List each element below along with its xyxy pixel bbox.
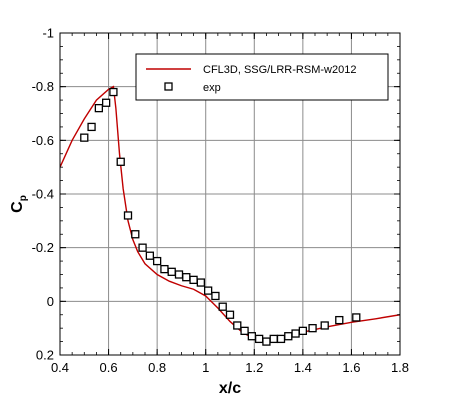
legend-box [135, 53, 389, 101]
x-axis-label: x/c [219, 380, 241, 397]
y-axis-label: Cp [9, 195, 29, 213]
legend-marker-label: exp [203, 82, 221, 94]
exp-data-point [352, 313, 361, 322]
exp-data-point [291, 329, 300, 338]
x-tick-label: 0.4 [51, 360, 69, 375]
y-tick-label: 0 [47, 294, 54, 309]
y-tick-label: -0.4 [32, 187, 54, 202]
exp-data-point [218, 302, 227, 311]
exp-data-point [298, 326, 308, 336]
x-tick-label: 1.4 [294, 360, 312, 375]
exp-data-point [167, 267, 176, 276]
y-tick-label: 0.2 [36, 348, 54, 363]
x-tick-label: 1 [202, 360, 209, 375]
y-axis-label-subscript: p [18, 195, 29, 201]
exp-data-point [131, 230, 140, 239]
x-tick-label: 1.6 [342, 360, 360, 375]
exp-data-point [203, 286, 213, 295]
y-tick-label: -1 [42, 26, 54, 41]
exp-data-point [196, 278, 206, 287]
exp-data-point [182, 273, 191, 282]
y-tick-label: -0.6 [32, 133, 54, 148]
exp-data-point [94, 103, 104, 113]
exp-data-point [247, 332, 257, 341]
exp-data-point [138, 243, 147, 252]
exp-data-point [87, 122, 96, 132]
exp-data-point [101, 98, 111, 107]
legend-line-label: CFL3D, SSG/LRR-RSM-w2012 [203, 64, 356, 76]
exp-data-point [211, 291, 220, 301]
y-axis-label-main: C [9, 201, 26, 213]
exp-data-point [335, 315, 344, 325]
x-tick-label: 1.8 [391, 360, 409, 375]
exp-data-point [174, 270, 184, 279]
exp-data-point [145, 251, 155, 260]
exp-data-point [189, 275, 198, 285]
ticks [59, 32, 401, 356]
exp-data-point [116, 157, 125, 166]
exp-data-point [308, 324, 317, 333]
exp-data-point [160, 264, 169, 274]
exp-data-point [276, 334, 286, 344]
series-layer [60, 85, 400, 346]
tick-labels: 0.4 0.6 0.8 1 1.2 1.4 1.6 1.8 -1 -0.8 -0.6 -0.4 -0.2… [32, 26, 409, 376]
exp-data-point [80, 133, 89, 142]
exp-data-point [152, 256, 162, 266]
exp-data-point [262, 337, 271, 346]
exp-data-point [240, 326, 249, 336]
y-tick-label: -0.2 [32, 240, 54, 255]
exp-data-point [254, 334, 264, 344]
y-tick-label: -0.8 [32, 79, 54, 94]
exp-data-point [284, 332, 293, 341]
exp-data-point [320, 321, 329, 330]
x-tick-label: 0.8 [148, 360, 166, 375]
x-tick-label: 1.2 [245, 360, 263, 375]
legend: CFL3D, SSG/LRR-RSM-w2012 exp [135, 53, 389, 101]
exp-data-point [123, 211, 133, 220]
exp-data-point [225, 310, 235, 319]
exp-data-point [109, 87, 118, 97]
exp-data-point [269, 334, 278, 344]
legend-marker-swatch [164, 82, 173, 91]
exp-data-point [233, 321, 242, 330]
x-tick-label: 0.6 [100, 360, 118, 375]
